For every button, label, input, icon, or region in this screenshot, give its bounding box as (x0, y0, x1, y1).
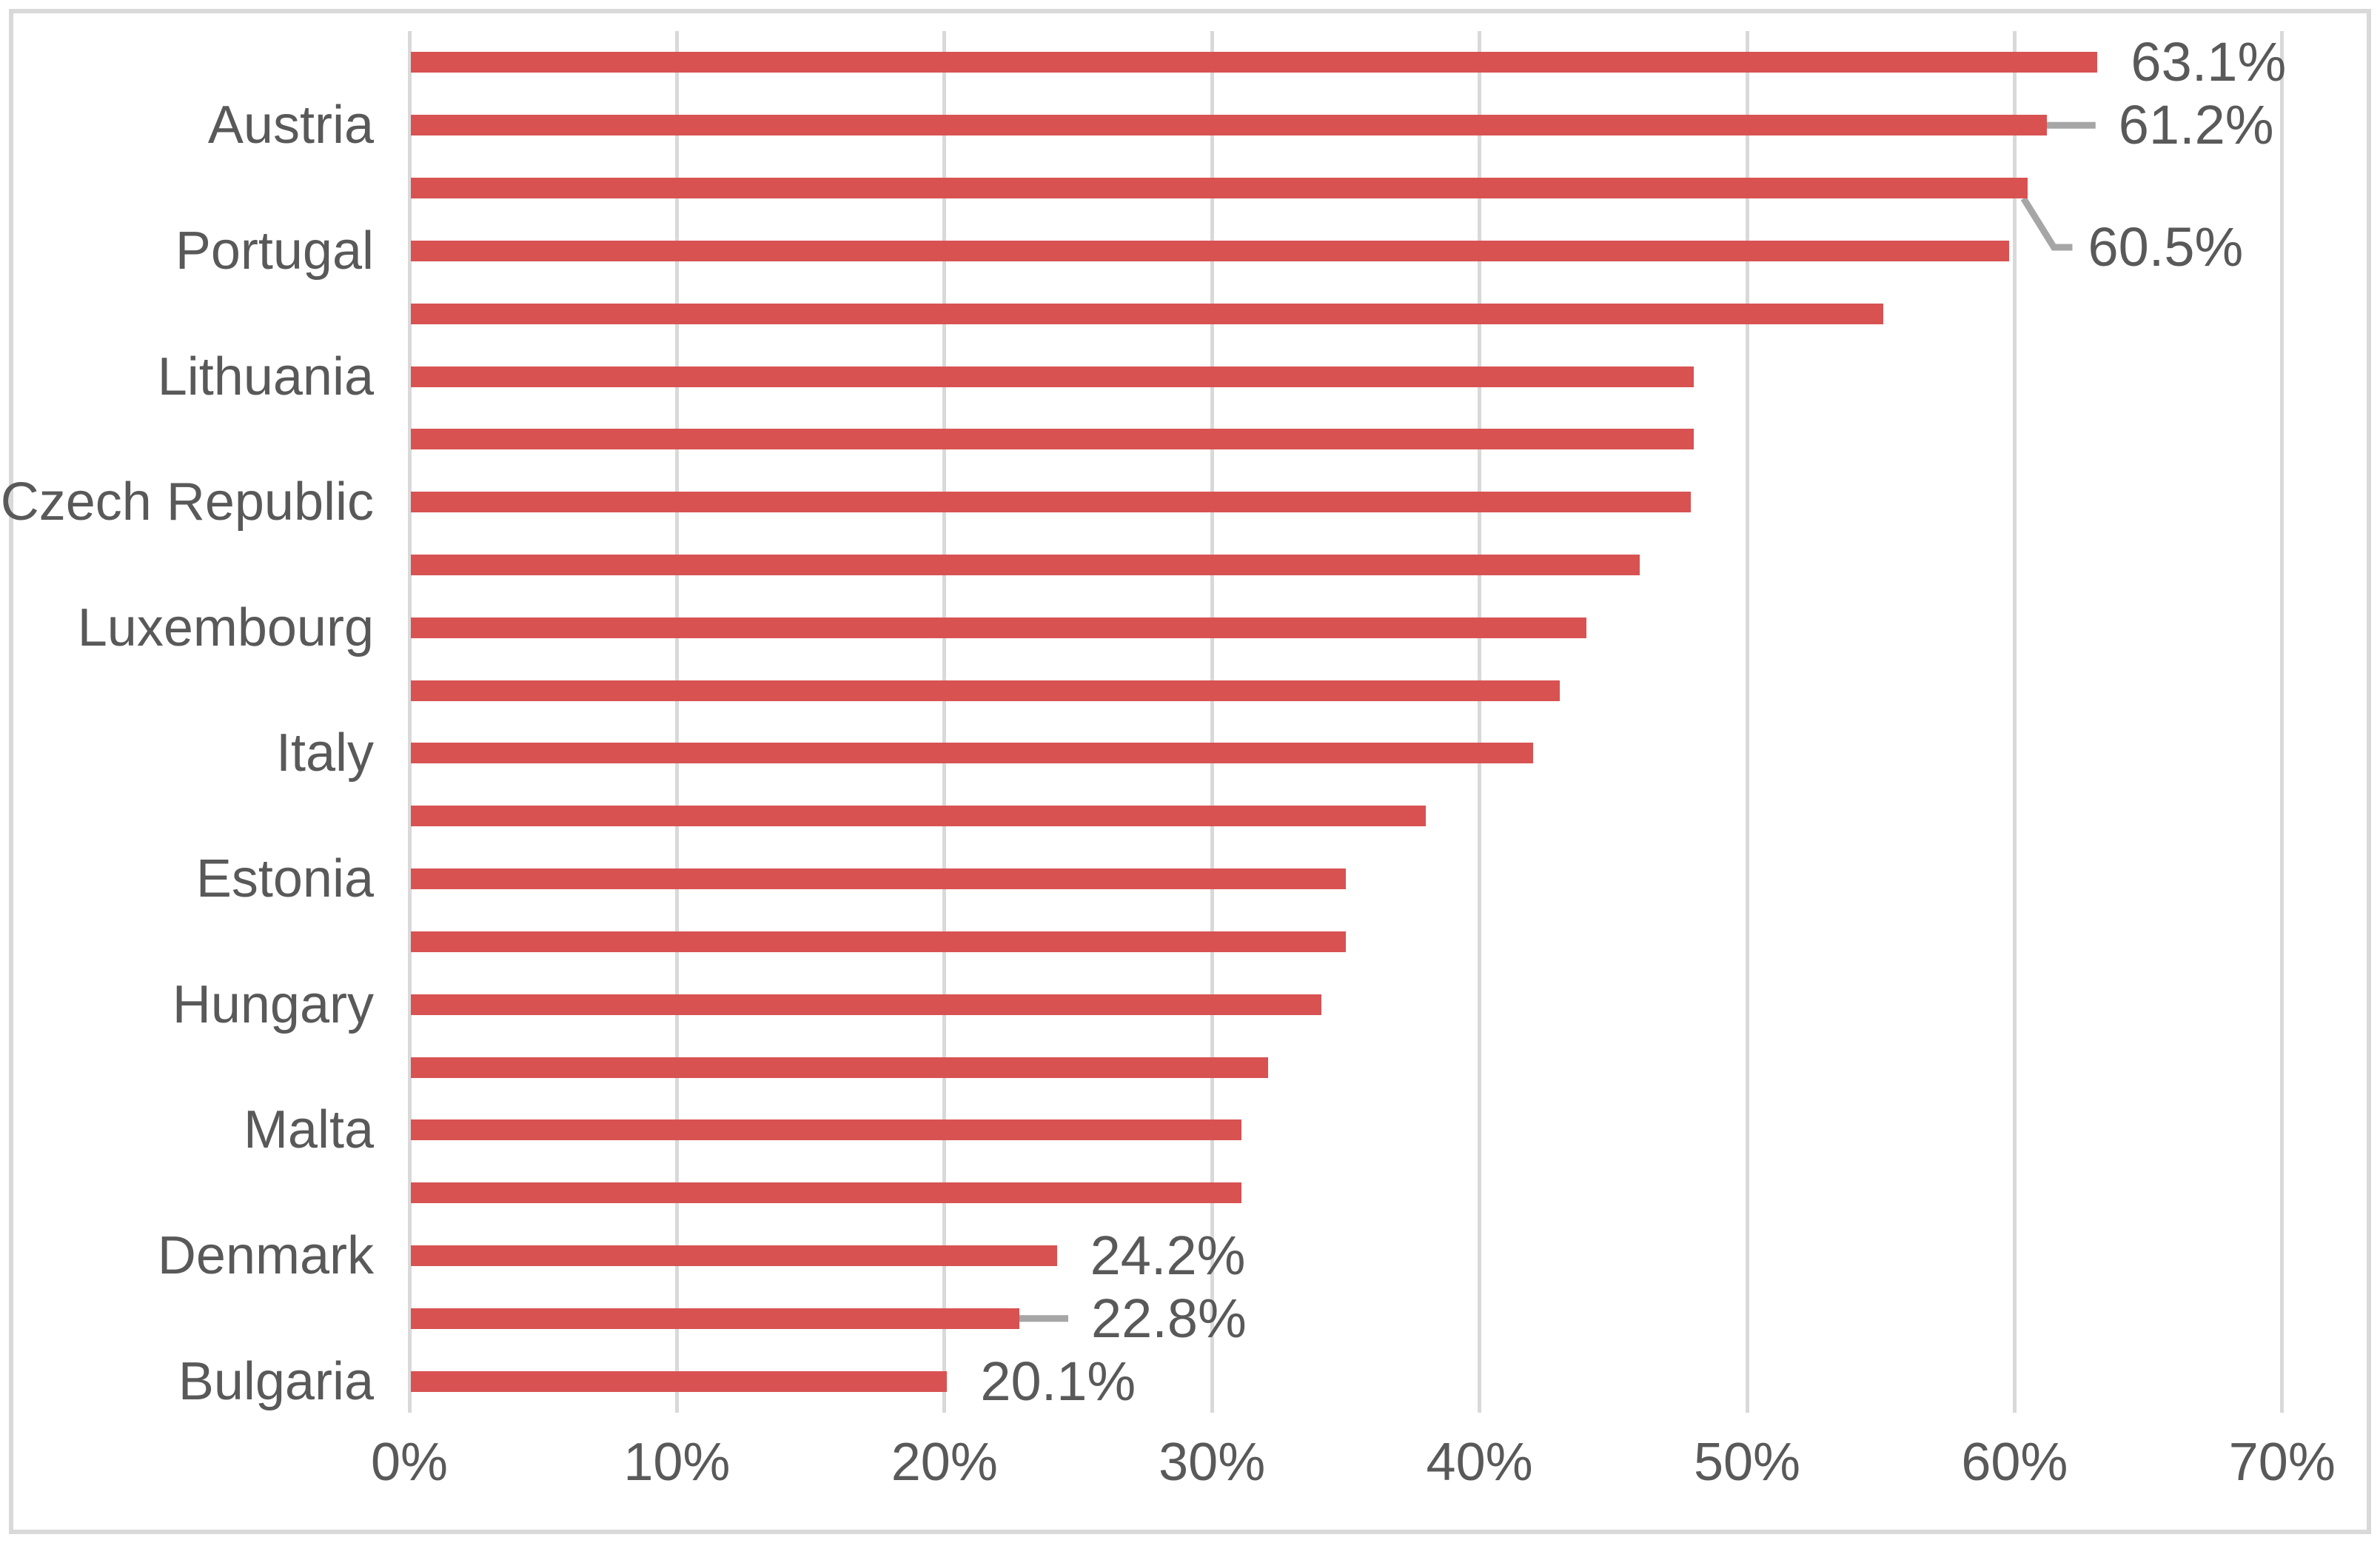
bar-portugal (411, 240, 2010, 261)
category-label: Bulgaria (178, 1351, 374, 1411)
bar-row-2 (411, 178, 2028, 199)
data-label: 22.8% (1090, 1287, 1247, 1349)
bar-row-10 (411, 680, 1561, 701)
gridline (1745, 31, 1749, 1413)
gridline (2280, 31, 2285, 1413)
gridline (674, 31, 679, 1413)
bar-lithuania (411, 366, 1694, 387)
gridline (407, 31, 412, 1413)
x-axis-tick-label: 70% (2228, 1433, 2336, 1492)
bar-bulgaria (411, 1370, 948, 1392)
bar-row-20 (411, 1308, 1019, 1329)
category-label: Hungary (172, 974, 374, 1034)
bar-row-18 (411, 1182, 1241, 1204)
x-axis-tick-label: 30% (1159, 1433, 1266, 1492)
data-label: 61.2% (2118, 94, 2274, 156)
data-label: 63.1% (2131, 31, 2287, 93)
x-axis-tick-label: 50% (1693, 1433, 1801, 1492)
x-axis-tick-label: 60% (1961, 1433, 2068, 1492)
category-label: Denmark (157, 1225, 374, 1285)
gridline (942, 31, 947, 1413)
category-label: Italy (275, 723, 374, 783)
bar-row-0 (411, 52, 2098, 73)
bar-row-8 (411, 554, 1640, 575)
x-axis-tick-label: 40% (1426, 1433, 1533, 1492)
data-label: 20.1% (980, 1350, 1136, 1412)
bar-austria (411, 115, 2047, 136)
category-label: Malta (243, 1100, 374, 1160)
x-axis-tick-label: 0% (370, 1433, 449, 1492)
category-label: Lithuania (157, 347, 374, 406)
category-label: Portugal (175, 221, 374, 281)
x-axis-tick-label: 20% (891, 1433, 998, 1492)
bar-row-16 (411, 1057, 1269, 1078)
gridline (1478, 31, 1482, 1413)
data-label: 60.5% (2088, 216, 2244, 278)
bar-row-14 (411, 931, 1346, 952)
bar-italy (411, 743, 1533, 764)
bar-row-12 (411, 806, 1427, 827)
bar-denmark (411, 1245, 1057, 1266)
category-label: Czech Republic (0, 472, 374, 532)
bar-row-6 (411, 429, 1694, 450)
gridline (1210, 31, 1214, 1413)
bar-czech-republic (411, 492, 1692, 513)
x-axis-tick-label: 10% (623, 1433, 731, 1492)
bar-estonia (411, 868, 1346, 890)
bar-row-4 (411, 303, 1884, 324)
category-label: Estonia (195, 849, 374, 909)
category-label: Austria (207, 96, 374, 155)
bar-hungary (411, 994, 1322, 1015)
gridline (2012, 31, 2017, 1413)
data-label: 24.2% (1090, 1224, 1246, 1286)
bar-luxembourg (411, 617, 1587, 638)
leader-line (2020, 196, 2073, 251)
bar-malta (411, 1119, 1241, 1141)
category-label: Luxembourg (77, 598, 374, 657)
